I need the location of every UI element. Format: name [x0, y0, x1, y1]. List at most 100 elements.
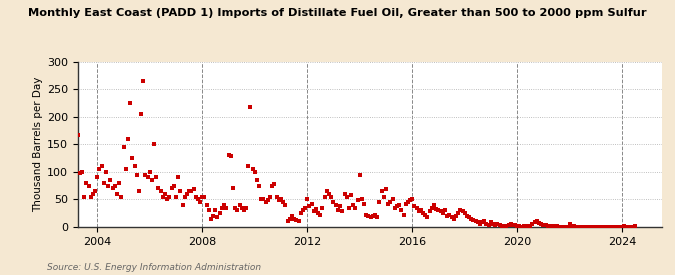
Point [441, 214, 452, 218]
Point [379, 194, 389, 199]
Point [376, 189, 387, 193]
Point [134, 189, 144, 193]
Point [512, 224, 522, 228]
Point [505, 222, 516, 226]
Point [487, 221, 498, 226]
Point [333, 208, 344, 213]
Point [79, 195, 90, 199]
Point [182, 192, 192, 196]
Point [83, 183, 94, 188]
Point [232, 208, 242, 213]
Point [457, 209, 468, 214]
Point [162, 197, 173, 202]
Point [398, 213, 409, 217]
Point [523, 224, 534, 229]
Point [99, 181, 109, 185]
Point [247, 167, 258, 171]
Point [479, 219, 490, 224]
Point [109, 183, 120, 188]
Point [540, 223, 551, 227]
Point [317, 205, 328, 210]
Point [435, 209, 446, 214]
Point [267, 183, 277, 188]
Point [68, 86, 78, 90]
Point [326, 194, 337, 199]
Point [422, 215, 433, 219]
Point [492, 222, 503, 226]
Point [90, 189, 101, 193]
Point [113, 181, 124, 185]
Point [127, 156, 138, 160]
Point [558, 225, 568, 229]
Point [249, 170, 260, 174]
Y-axis label: Thousand Barrels per Day: Thousand Barrels per Day [32, 77, 43, 212]
Point [225, 154, 236, 159]
Point [402, 200, 413, 204]
Point [533, 221, 544, 225]
Point [289, 216, 300, 221]
Point [554, 225, 564, 229]
Point [501, 224, 512, 228]
Point [605, 225, 616, 229]
Point [129, 164, 140, 169]
Point [339, 192, 350, 196]
Point [593, 225, 603, 229]
Point [472, 220, 483, 225]
Point [400, 202, 411, 206]
Point [142, 175, 153, 180]
Point [444, 213, 455, 217]
Point [111, 192, 122, 196]
Point [323, 192, 334, 196]
Point [219, 203, 230, 207]
Point [490, 222, 501, 227]
Point [330, 203, 341, 207]
Point [153, 186, 164, 191]
Point [413, 209, 424, 214]
Point [144, 170, 155, 174]
Point [313, 211, 323, 215]
Point [140, 172, 151, 177]
Point [184, 189, 194, 193]
Point [439, 208, 450, 213]
Point [462, 214, 472, 218]
Point [394, 203, 404, 207]
Point [350, 205, 360, 210]
Point [223, 153, 234, 158]
Point [101, 170, 111, 174]
Point [234, 203, 245, 207]
Point [575, 225, 586, 229]
Point [503, 223, 514, 227]
Point [354, 172, 365, 177]
Point [459, 211, 470, 215]
Point [562, 225, 573, 229]
Point [468, 218, 479, 222]
Point [437, 211, 448, 215]
Point [273, 198, 284, 203]
Point [328, 200, 339, 204]
Point [411, 205, 422, 210]
Point [584, 225, 595, 229]
Point [520, 225, 531, 229]
Point [291, 218, 302, 222]
Point [295, 211, 306, 215]
Point [238, 208, 249, 213]
Point [564, 222, 575, 226]
Point [418, 211, 429, 215]
Point [123, 137, 134, 141]
Point [192, 197, 203, 202]
Point [518, 224, 529, 229]
Point [499, 224, 510, 229]
Point [236, 205, 247, 210]
Point [151, 175, 162, 180]
Point [321, 189, 332, 193]
Point [146, 178, 157, 182]
Point [623, 225, 634, 229]
Point [88, 192, 99, 196]
Point [451, 214, 462, 218]
Point [446, 215, 457, 219]
Point [284, 216, 295, 221]
Point [230, 205, 240, 210]
Point [538, 222, 549, 227]
Point [319, 194, 330, 199]
Point [195, 200, 206, 204]
